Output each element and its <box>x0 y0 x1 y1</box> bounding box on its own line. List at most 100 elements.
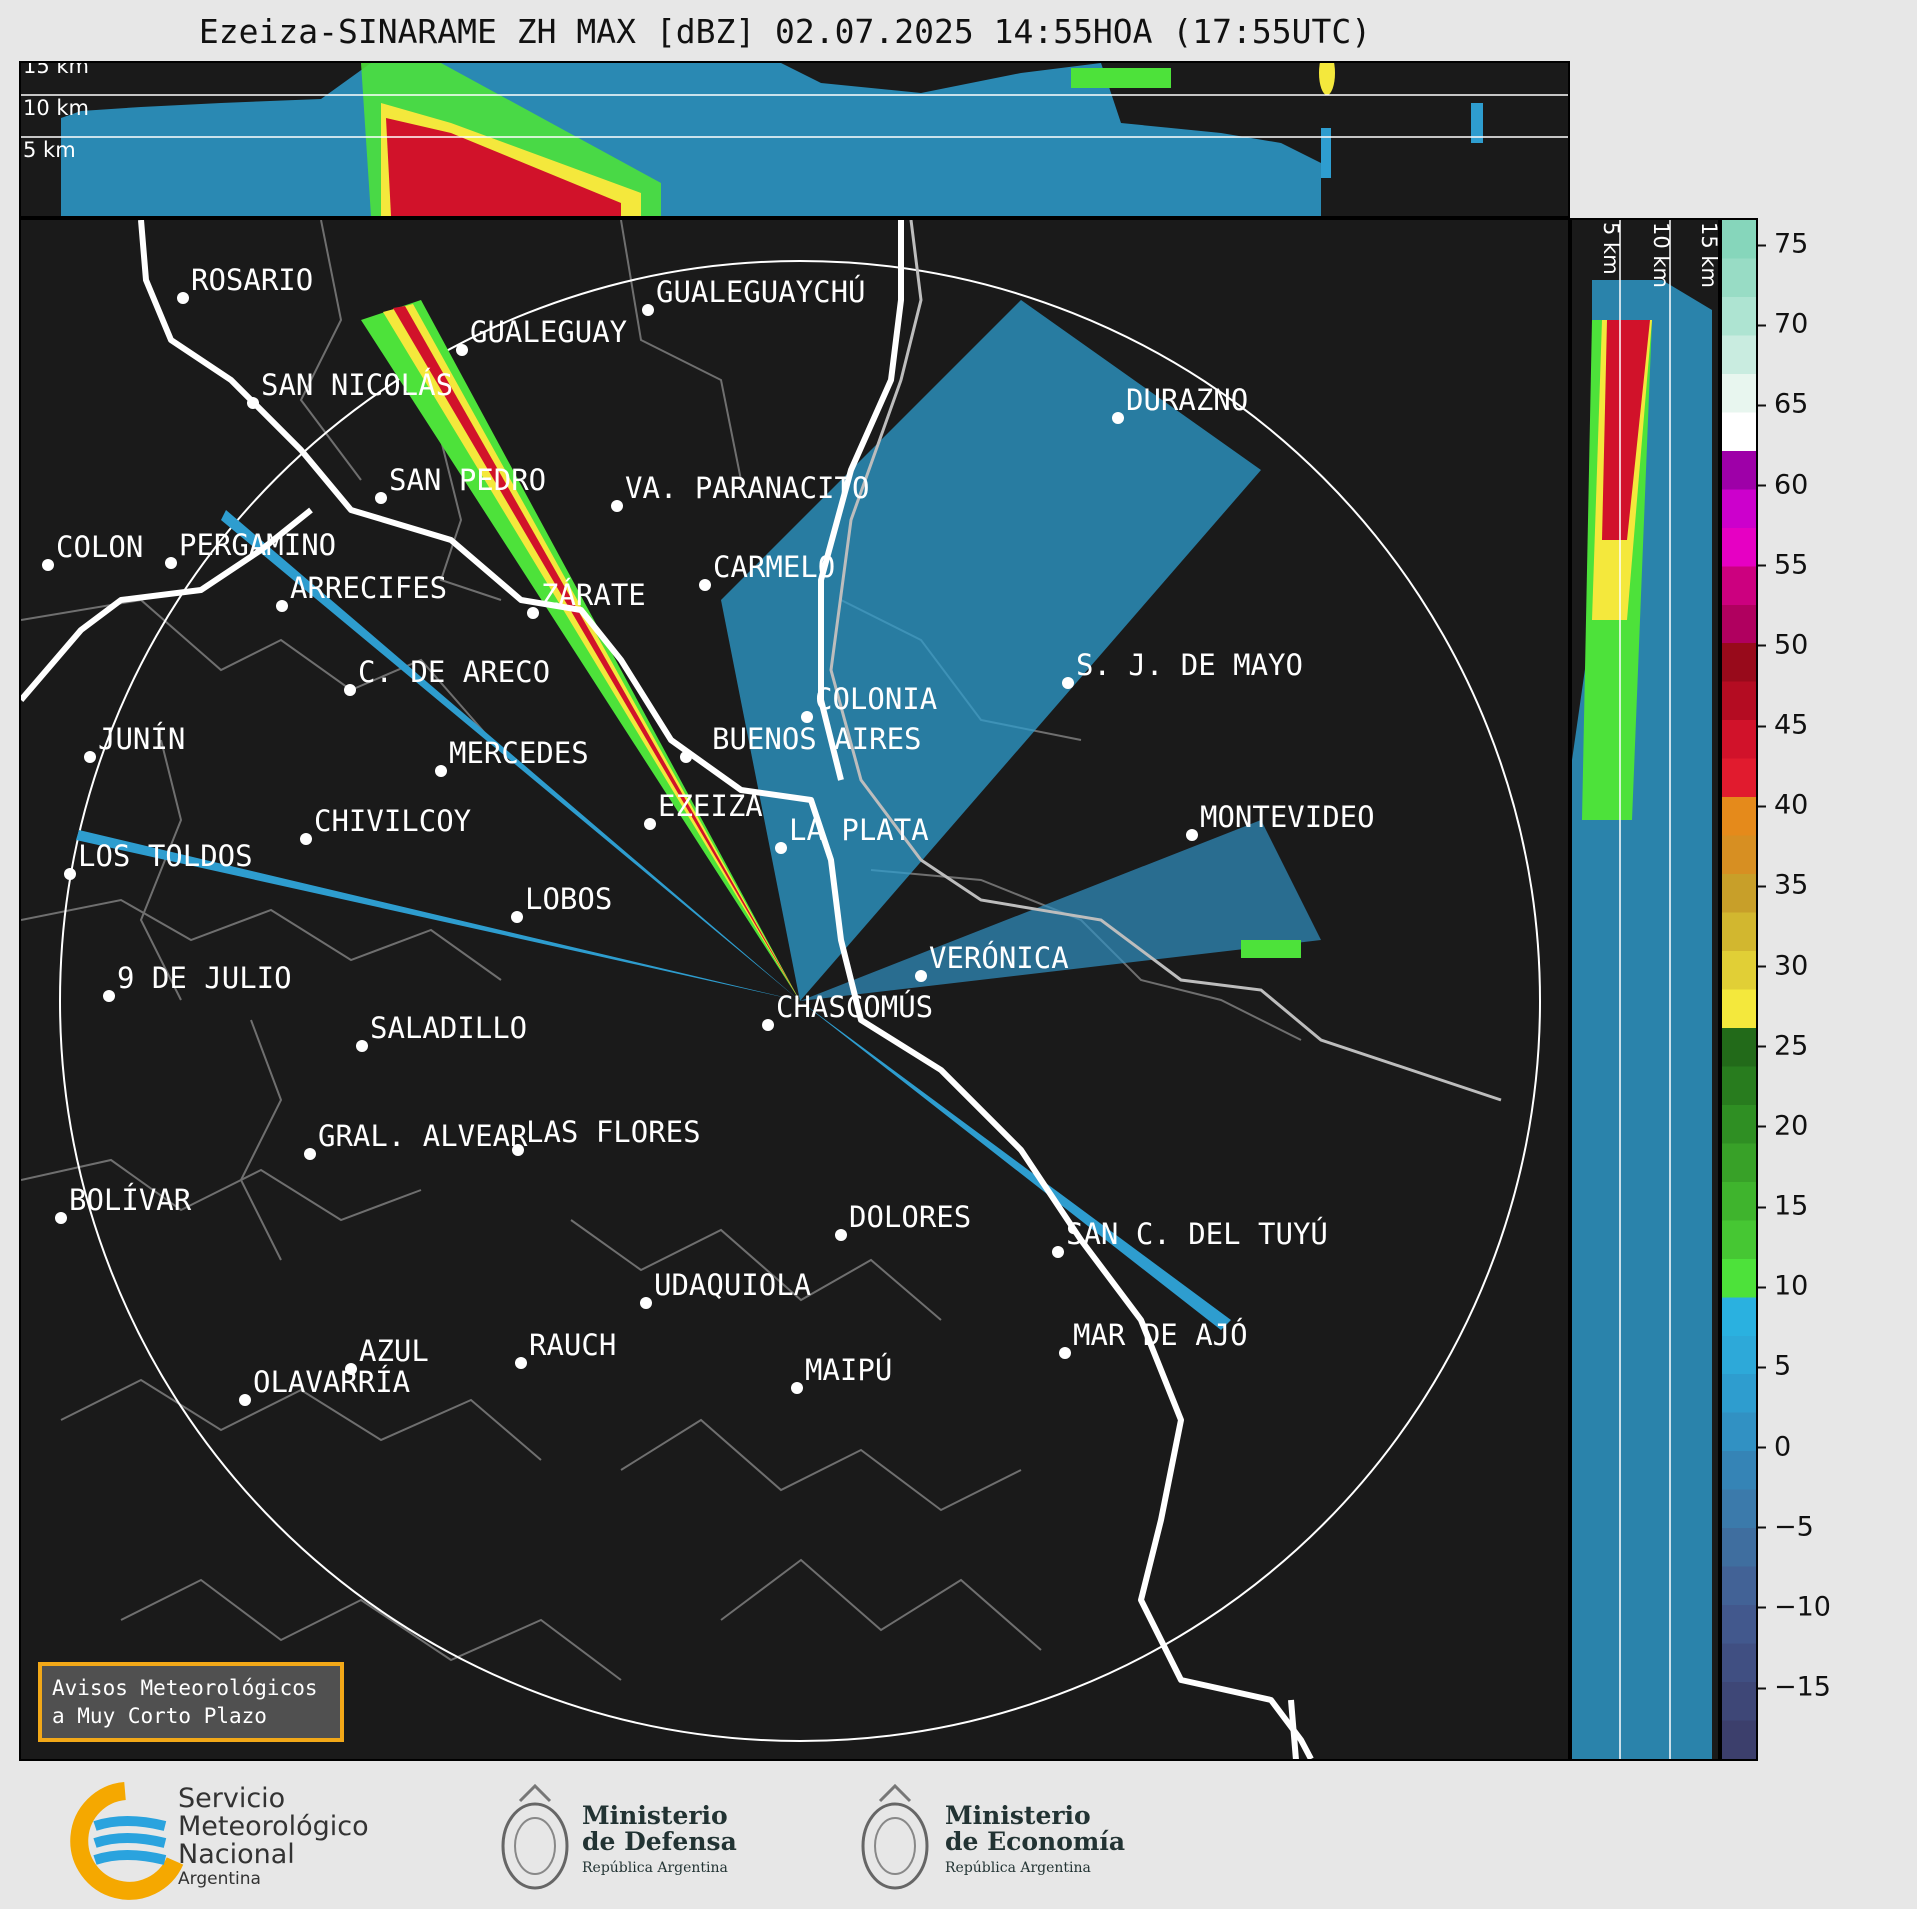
colorbar-tick-label: −15 <box>1758 1672 1831 1703</box>
side-cross-section-svg: 5 km 10 km 15 km <box>1572 220 1718 1759</box>
city-label-veronica: VERÓNICA <box>929 941 1069 975</box>
colorbar-tick-label: 30 <box>1758 950 1808 981</box>
city-marker-chascomus <box>762 1019 774 1031</box>
city-label-lobos: LOBOS <box>525 882 612 916</box>
city-label-va-paranacito: VA. PARANACITO <box>625 471 869 505</box>
smn-line-3: Nacional <box>178 1839 295 1870</box>
alt-label-10km: 10 km <box>23 96 89 120</box>
smn-line-1: Servicio <box>178 1783 286 1814</box>
city-label-rauch: RAUCH <box>529 1328 616 1362</box>
city-marker-s-j-de-mayo <box>1062 677 1074 689</box>
economia-line-1: Ministerio <box>945 1801 1091 1830</box>
escudo-economia-icon <box>861 1783 929 1890</box>
city-label-san-nicolas: SAN NICOLÁS <box>261 368 453 402</box>
coast-lines <box>21 220 1314 1759</box>
city-marker-junin <box>84 751 96 763</box>
city-marker-maipu <box>791 1382 803 1394</box>
economia-line-2: de Economía <box>945 1827 1126 1856</box>
colorbar-tick-label: 70 <box>1758 309 1808 340</box>
page-title: Ezeiza-SINARAME ZH MAX [dBZ] 02.07.2025 … <box>198 12 1372 51</box>
city-marker-los-toldos <box>64 868 76 880</box>
city-marker-pergamino <box>165 557 177 569</box>
city-label-bolivar: BOLÍVAR <box>69 1183 192 1217</box>
city-marker-mar-de-ajo <box>1059 1347 1071 1359</box>
city-label-udaquiola: UDAQUIOLA <box>654 1268 811 1302</box>
radar-map-svg: ROSARIO GUALEGUAYCHÚ GUALEGUAY SAN NICOLÁS D… <box>21 220 1541 1759</box>
city-marker-c-de-areco <box>344 684 356 696</box>
alt-label-5km-side: 5 km <box>1599 222 1623 275</box>
city-label-san-pedro: SAN PEDRO <box>389 463 546 497</box>
top-cross-section-panel: 15 km 10 km 5 km <box>19 61 1570 218</box>
colorbar-tick-label: 35 <box>1758 870 1808 901</box>
city-label-s-j-de-mayo: S. J. DE MAYO <box>1076 648 1303 682</box>
city-label-san-c-del-tuyu: SAN C. DEL TUYÚ <box>1066 1217 1328 1251</box>
smn-line-2: Meteorológico <box>178 1811 369 1842</box>
alt-label-10km-side: 10 km <box>1649 222 1673 288</box>
city-marker-olavarria <box>239 1394 251 1406</box>
city-label-gral-alvear: GRAL. ALVEAR <box>318 1119 528 1153</box>
city-marker-carmelo <box>699 579 711 591</box>
city-marker-va-paranacito <box>611 500 623 512</box>
city-label-durazno: DURAZNO <box>1126 383 1248 417</box>
smn-line-4: Argentina <box>178 1869 261 1889</box>
city-marker-colon <box>42 559 54 571</box>
city-marker-las-flores <box>512 1144 524 1156</box>
city-marker-colonia <box>801 711 813 723</box>
colorbar-tick-label: 55 <box>1758 549 1808 580</box>
avisos-box: Avisos Meteorológicos a Muy Corto Plazo <box>38 1662 344 1742</box>
city-marker-gualeguaychu <box>642 304 654 316</box>
city-label-saladillo: SALADILLO <box>370 1011 527 1045</box>
city-label-la-plata: LA PLATA <box>789 813 929 847</box>
top-cross-section-svg: 15 km 10 km 5 km <box>21 63 1568 216</box>
colorbar-tick-label: 20 <box>1758 1110 1808 1141</box>
city-label-las-flores: LAS FLORES <box>526 1115 701 1149</box>
range-ring <box>59 260 1541 1742</box>
city-label-pergamino: PERGAMINO <box>179 528 336 562</box>
colorbar-tick-label: 10 <box>1758 1271 1808 1302</box>
city-marker-gualeguay <box>456 344 468 356</box>
colorbar-tick-label: 25 <box>1758 1030 1808 1061</box>
city-marker-gral-alvear <box>304 1148 316 1160</box>
city-label-mercedes: MERCEDES <box>449 736 589 770</box>
colorbar-tick-label: 60 <box>1758 469 1808 500</box>
alt-label-5km: 5 km <box>23 138 76 162</box>
city-marker-mercedes <box>435 765 447 777</box>
colorbar-tick-label: 75 <box>1758 229 1808 260</box>
city-marker-montevideo <box>1186 829 1198 841</box>
city-label-arrecifes: ARRECIFES <box>290 571 447 605</box>
city-label-chivilcoy: CHIVILCOY <box>314 804 471 838</box>
city-label-colonia: COLONIA <box>815 682 937 716</box>
city-label-zarate: ZÁRATE <box>541 578 646 612</box>
city-label-c-de-areco: C. DE ARECO <box>358 655 550 689</box>
colorbar-ticks: 75 70 65 60 55 50 45 40 35 30 25 20 15 10 5 0 −5 −10 −15 <box>1758 218 1838 1761</box>
colorbar-tick-label: 5 <box>1758 1351 1791 1382</box>
colorbar-tick-label: 0 <box>1758 1431 1791 1462</box>
city-label-azul: AZUL <box>359 1334 429 1368</box>
city-label-los-toldos: LOS TOLDOS <box>78 839 253 873</box>
city-marker-buenos-aires <box>680 751 692 763</box>
colorbar-tick-label: −10 <box>1758 1591 1831 1622</box>
escudo-defensa-icon <box>501 1783 569 1890</box>
city-marker-udaquiola <box>640 1297 652 1309</box>
colorbar-tick-label: 45 <box>1758 710 1808 741</box>
city-marker-rauch <box>515 1357 527 1369</box>
defensa-line-3: República Argentina <box>582 1860 728 1876</box>
rivers-gray <box>829 220 1502 1102</box>
city-marker-9-de-julio <box>103 990 115 1002</box>
city-label-mar-de-ajo: MAR DE AJÓ <box>1073 1318 1248 1352</box>
city-marker-zarate <box>527 607 539 619</box>
city-label-dolores: DOLORES <box>849 1200 971 1234</box>
radar-map-panel: ROSARIO GUALEGUAYCHÚ GUALEGUAY SAN NICOLÁS D… <box>19 218 1570 1761</box>
city-marker-san-c-del-tuyu <box>1052 1246 1064 1258</box>
economia-line-3: República Argentina <box>945 1860 1091 1876</box>
city-marker-veronica <box>915 970 927 982</box>
footer: Servicio Meteorológico Nacional Argentin… <box>0 1761 1917 1909</box>
city-label-buenos-aires: BUENOS AIRES <box>712 722 922 756</box>
defensa-line-1: Ministerio <box>582 1801 728 1830</box>
colorbar-tick-label: −5 <box>1758 1511 1814 1542</box>
city-marker-san-pedro <box>375 492 387 504</box>
city-label-carmelo: CARMELO <box>713 550 835 584</box>
city-label-rosario: ROSARIO <box>191 263 313 297</box>
city-label-olavarria: OLAVARRÍA <box>253 1365 410 1399</box>
smn-logo-icon <box>70 1782 184 1900</box>
